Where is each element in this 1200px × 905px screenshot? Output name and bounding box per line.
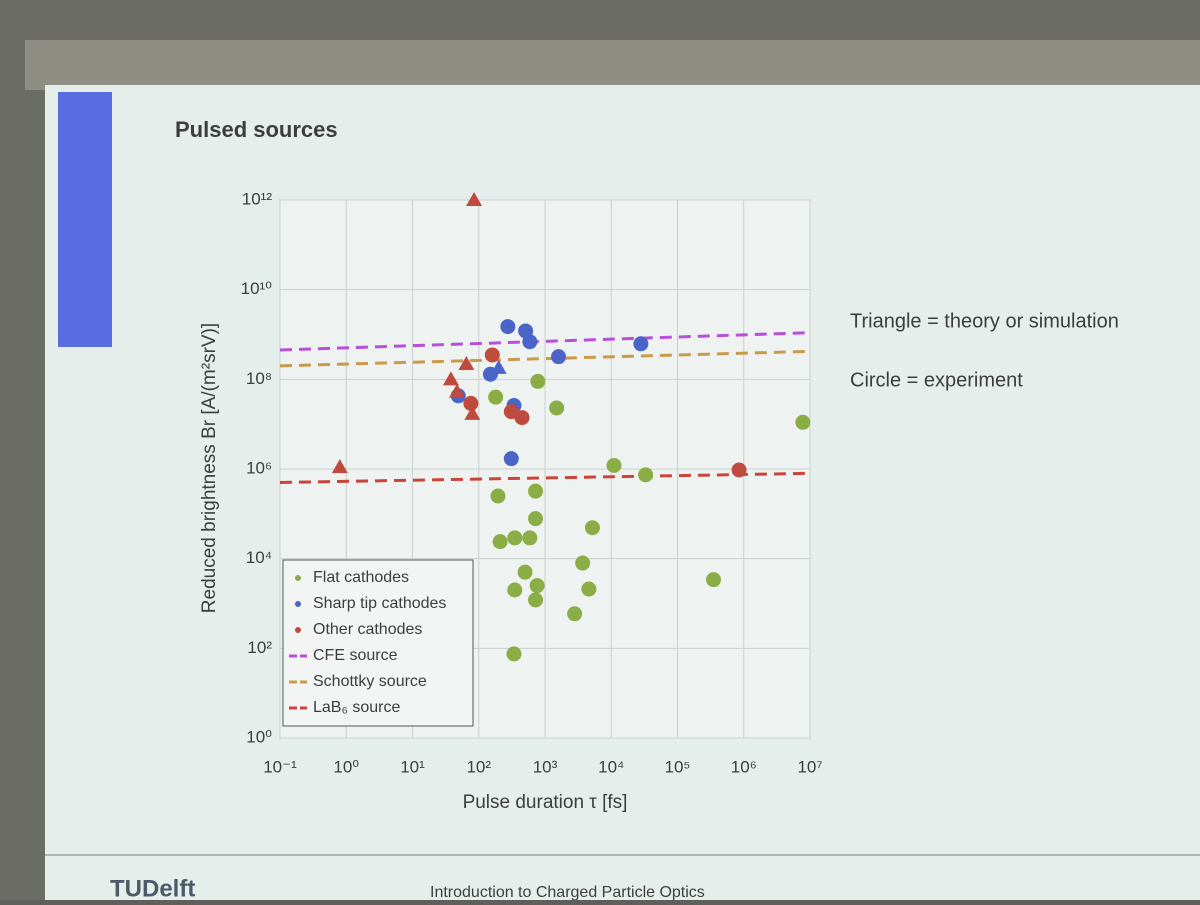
y-tick-label: 10² — [247, 638, 272, 657]
y-tick-label: 10¹⁰ — [241, 279, 273, 298]
reference-line — [279, 331, 811, 352]
triangle-point — [464, 405, 481, 420]
circle-point — [492, 534, 508, 550]
y-tick-label: 10⁶ — [246, 458, 272, 477]
legend-swatch — [295, 627, 301, 633]
circle-point — [503, 451, 519, 467]
footer-text: Introduction to Charged Particle Optics — [430, 884, 705, 900]
slide-title: Pulsed sources — [175, 117, 338, 142]
circle-point — [484, 347, 500, 363]
legend-box — [282, 559, 474, 727]
x-tick-label: 10⁰ — [333, 757, 359, 776]
x-tick-label: 10¹ — [400, 757, 425, 776]
x-tick-label: 10³ — [533, 757, 558, 776]
x-tick-label: 10² — [466, 757, 491, 776]
circle-point — [567, 606, 583, 622]
triangle-point — [331, 459, 348, 474]
legend-label: Sharp tip cathodes — [313, 595, 446, 612]
circle-point — [706, 572, 722, 588]
y-tick-label: 10⁸ — [246, 369, 272, 388]
legend-label: Other cathodes — [313, 621, 422, 638]
x-tick-label: 10⁻¹ — [263, 757, 297, 776]
circle-point — [731, 462, 747, 478]
annotation: Triangle = theory or simulation — [850, 310, 1119, 332]
reference-line — [279, 471, 811, 484]
circle-point — [584, 520, 600, 536]
triangle-point — [490, 359, 507, 374]
circle-point — [507, 582, 523, 598]
x-tick-label: 10⁷ — [797, 757, 822, 776]
circle-point — [507, 530, 523, 546]
circle-point — [530, 373, 546, 389]
circle-point — [633, 336, 649, 352]
circle-point — [575, 555, 591, 571]
x-tick-label: 10⁶ — [731, 757, 757, 776]
footer-logo: TUDelft — [110, 875, 195, 900]
y-axis-label: Reduced brightness Br [A/(m²srV)] — [199, 323, 220, 613]
circle-point — [490, 488, 506, 504]
circle-point — [514, 410, 530, 426]
circle-point — [488, 389, 504, 405]
triangle-point — [449, 383, 466, 398]
circle-point — [500, 319, 516, 335]
circle-point — [638, 467, 654, 483]
circle-point — [551, 349, 567, 365]
x-tick-label: 10⁵ — [665, 757, 691, 776]
circle-point — [549, 400, 565, 416]
legend-label: Schottky source — [313, 673, 427, 690]
side-bar — [58, 92, 112, 347]
circle-point — [529, 578, 545, 594]
y-tick-label: 10¹² — [242, 189, 273, 208]
circle-point — [528, 592, 544, 608]
circle-point — [517, 564, 533, 580]
screen-frame — [25, 40, 1200, 90]
y-tick-label: 10⁰ — [246, 727, 272, 746]
reference-line — [279, 349, 811, 368]
triangle-point — [458, 355, 475, 370]
legend-swatch — [295, 575, 301, 581]
y-tick-label: 10⁴ — [246, 548, 272, 567]
circle-point — [528, 483, 544, 499]
circle-point — [506, 646, 522, 662]
triangle-point — [442, 371, 459, 386]
x-tick-label: 10⁴ — [598, 757, 624, 776]
x-axis-label: Pulse duration τ [fs] — [463, 792, 628, 813]
legend-swatch — [295, 601, 301, 607]
circle-point — [581, 581, 597, 597]
legend-label: LaB₆ source — [313, 699, 400, 716]
circle-point — [463, 395, 479, 411]
circle-point — [528, 511, 544, 527]
circle-point — [522, 334, 538, 350]
circle-point — [606, 457, 622, 473]
triangle-point — [466, 192, 483, 206]
annotation: Circle = experiment — [850, 369, 1023, 391]
legend-label: Flat cathodes — [313, 569, 409, 586]
circle-point — [795, 414, 811, 430]
circle-point — [522, 530, 538, 546]
legend-label: CFE source — [313, 647, 398, 664]
